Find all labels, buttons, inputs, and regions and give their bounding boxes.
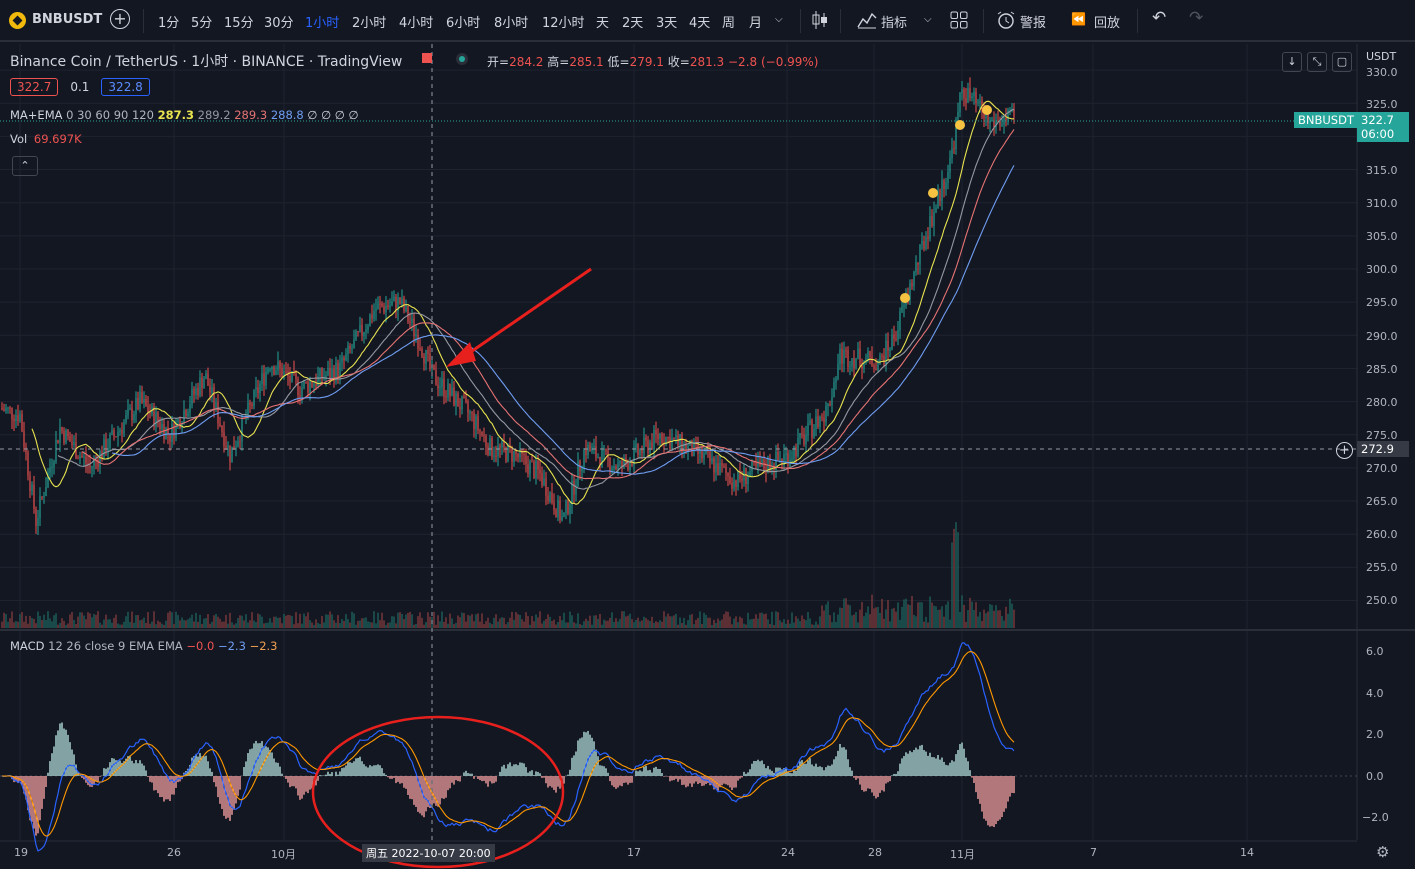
price-tick: 250.0 bbox=[1366, 594, 1398, 607]
interval-8h[interactable]: 8小时 bbox=[494, 16, 529, 31]
time-tick: 17 bbox=[627, 846, 641, 859]
replay-rewind-icon[interactable]: ⏪ bbox=[1071, 12, 1086, 26]
chart-area[interactable]: Binance Coin / TetherUS · 1小时 · BINANCE … bbox=[0, 42, 1415, 869]
ask-price[interactable]: 322.8 bbox=[101, 78, 150, 96]
price-tick: 280.0 bbox=[1366, 396, 1398, 409]
redo-icon[interactable]: ↷ bbox=[1189, 8, 1204, 28]
symbol-search-button[interactable]: BNBUSDT bbox=[32, 12, 103, 27]
ohlc-values: 开=284.2 高=285.1 低=279.1 收=281.3 −2.8 (−0… bbox=[487, 55, 819, 69]
last-price-tag: 322.7 06:00 bbox=[1357, 112, 1409, 142]
time-tick: 28 bbox=[868, 846, 882, 859]
restore-icon[interactable]: ▢ bbox=[1332, 52, 1352, 72]
toolbar-divider bbox=[983, 9, 984, 33]
toolbar-divider bbox=[143, 9, 144, 33]
toolbar-divider bbox=[1137, 9, 1138, 33]
price-tick: 265.0 bbox=[1366, 495, 1398, 508]
moving-average-lines bbox=[31, 100, 1015, 505]
interval-month[interactable]: 月 bbox=[749, 16, 763, 31]
time-tick: 26 bbox=[167, 846, 181, 859]
price-tick: 285.0 bbox=[1366, 363, 1398, 376]
price-tick: 275.0 bbox=[1366, 429, 1398, 442]
interval-2h[interactable]: 2小时 bbox=[352, 16, 387, 31]
top-toolbar: BNBUSDT + 1分 5分 15分 30分 1小时 2小时 4小时 6小时 … bbox=[0, 0, 1415, 42]
indicators-icon[interactable] bbox=[857, 11, 877, 33]
macd-legend[interactable]: MACD 12 26 close 9 EMA EMA −0.0 −2.3 −2.… bbox=[10, 639, 278, 653]
time-tick: 7 bbox=[1090, 846, 1097, 859]
interval-3d[interactable]: 3天 bbox=[656, 16, 678, 31]
price-tick: 295.0 bbox=[1366, 296, 1398, 309]
last-price-symbol-tag: BNBUSDT bbox=[1294, 112, 1358, 128]
indicators-button[interactable]: 指标 bbox=[881, 16, 908, 31]
price-tick: 305.0 bbox=[1366, 230, 1398, 243]
replay-button[interactable]: 回放 bbox=[1094, 16, 1121, 31]
interval-30m[interactable]: 30分 bbox=[264, 16, 294, 31]
macd-pane bbox=[0, 642, 1357, 852]
macd-tick: 4.0 bbox=[1366, 687, 1384, 700]
bid-price[interactable]: 322.7 bbox=[10, 78, 59, 96]
bnb-logo-icon bbox=[9, 12, 26, 29]
time-tick: 19 bbox=[14, 846, 28, 859]
chart-title: Binance Coin / TetherUS · 1小时 · BINANCE … bbox=[10, 54, 403, 70]
interval-week[interactable]: 周 bbox=[722, 16, 736, 31]
maximize-icon[interactable]: ⤡ bbox=[1307, 52, 1327, 72]
compare-add-icon[interactable]: + bbox=[110, 9, 130, 29]
volume-bars bbox=[1, 522, 1015, 628]
price-tick: 300.0 bbox=[1366, 263, 1398, 276]
layout-grid-icon[interactable] bbox=[950, 11, 968, 33]
spread-value: 0.1 bbox=[70, 80, 90, 94]
interval-6h[interactable]: 6小时 bbox=[446, 16, 481, 31]
crosshair-price-tag: 272.9 bbox=[1357, 441, 1409, 457]
interval-4d[interactable]: 4天 bbox=[689, 16, 711, 31]
interval-15m[interactable]: 15分 bbox=[224, 16, 254, 31]
alert-button[interactable]: 警报 bbox=[1020, 16, 1047, 31]
collapse-legend-chevron-up-icon[interactable]: ⌃ bbox=[12, 156, 38, 176]
ma-legend[interactable]: MA+EMA 0 30 60 90 120 287.3 289.2 289.3 … bbox=[10, 108, 359, 122]
price-tick: 310.0 bbox=[1366, 197, 1398, 210]
interval-1m[interactable]: 1分 bbox=[158, 16, 180, 31]
chart-grid bbox=[0, 44, 1415, 842]
time-tick: 14 bbox=[1240, 846, 1254, 859]
toolbar-divider bbox=[800, 9, 801, 33]
annotation-layer bbox=[0, 44, 1357, 869]
macd-tick: 2.0 bbox=[1366, 728, 1384, 741]
bid-ask-row: 322.7 0.1 322.8 bbox=[10, 78, 150, 96]
macd-tick: 6.0 bbox=[1366, 645, 1384, 658]
time-tick: 24 bbox=[781, 846, 795, 859]
macd-tick: −2.0 bbox=[1362, 811, 1389, 824]
volume-legend[interactable]: Vol 69.697K bbox=[10, 132, 82, 146]
candle-type-icon[interactable] bbox=[811, 9, 829, 35]
macd-tick: 0.0 bbox=[1366, 770, 1384, 783]
interval-12h[interactable]: 12小时 bbox=[542, 16, 585, 31]
market-status-flag-icon bbox=[422, 53, 432, 63]
interval-dropdown-chevron-icon[interactable]: ⌵ bbox=[775, 14, 783, 25]
undo-icon[interactable]: ↶ bbox=[1152, 8, 1167, 28]
time-tick: 10月 bbox=[271, 848, 296, 861]
crosshair-time-tag: 周五 2022-10-07 20:00 bbox=[362, 844, 495, 862]
interval-1d[interactable]: 天 bbox=[596, 16, 610, 31]
scroll-down-arrow-icon[interactable]: ↓ bbox=[1282, 52, 1302, 72]
price-tick: 270.0 bbox=[1366, 462, 1398, 475]
add-alert-plus-icon[interactable]: + bbox=[1336, 442, 1353, 459]
indicators-chevron-icon[interactable]: ⌵ bbox=[924, 14, 932, 25]
data-status-icon bbox=[456, 53, 468, 65]
price-tick: 315.0 bbox=[1366, 164, 1398, 177]
alarm-clock-icon[interactable] bbox=[996, 11, 1016, 34]
price-tick: 330.0 bbox=[1366, 66, 1398, 79]
price-tick: 290.0 bbox=[1366, 330, 1398, 343]
interval-4h[interactable]: 4小时 bbox=[399, 16, 434, 31]
price-tick: 325.0 bbox=[1366, 98, 1398, 111]
price-tick: 255.0 bbox=[1366, 561, 1398, 574]
interval-1h[interactable]: 1小时 bbox=[305, 16, 340, 31]
interval-2d[interactable]: 2天 bbox=[622, 16, 644, 31]
time-tick: 11月 bbox=[950, 848, 975, 861]
currency-label[interactable]: USDT bbox=[1366, 50, 1397, 63]
price-chart[interactable] bbox=[0, 42, 1415, 869]
candlesticks bbox=[1, 77, 1015, 536]
price-tick: 260.0 bbox=[1366, 528, 1398, 541]
interval-5m[interactable]: 5分 bbox=[191, 16, 213, 31]
settings-gear-icon[interactable]: ⚙ bbox=[1376, 843, 1390, 861]
toolbar-divider bbox=[840, 9, 841, 33]
